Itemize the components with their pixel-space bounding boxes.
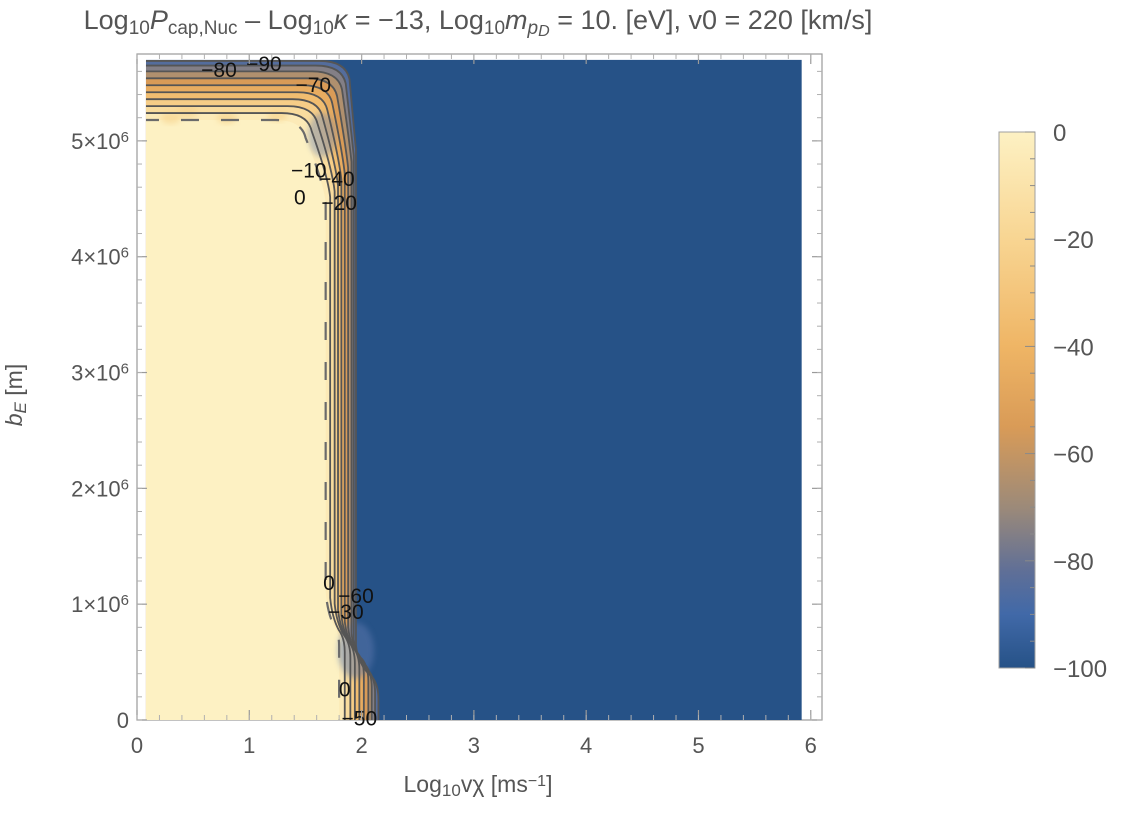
y-tick-label: 2×106 — [71, 476, 129, 501]
contour-label: 0 — [339, 679, 351, 702]
x-tick-label: 2 — [355, 733, 367, 758]
y-tick-label: 3×106 — [71, 361, 129, 386]
contour-label: −80 — [201, 59, 237, 82]
x-axis-label: Log10vχ [ms−1] — [404, 771, 553, 800]
contour-label: −30 — [328, 601, 364, 624]
colorbar-label: −100 — [1053, 656, 1107, 683]
colorbar-label: −60 — [1053, 442, 1094, 469]
colorbar-label: −80 — [1053, 549, 1094, 576]
x-tick-label: 1 — [243, 733, 255, 758]
contour-label: −40 — [319, 168, 355, 191]
y-tick-label: 4×106 — [71, 245, 129, 270]
x-tick-label: 6 — [805, 733, 817, 758]
colorbar-legend: 0 −20 −40 −60 −80 −100 — [998, 120, 1107, 683]
x-tick-label: 4 — [580, 733, 592, 758]
contour-label: −50 — [342, 708, 378, 731]
contour-line-20 — [145, 105, 352, 720]
y-tick-label: 0 — [117, 708, 129, 733]
y-axis-ticks: 0 1×106 2×106 3×106 4×106 5×106 — [71, 70, 822, 733]
y-axis-label: bE [m] — [1, 364, 30, 426]
colorbar-label: −20 — [1053, 227, 1094, 254]
contour-label: −90 — [246, 53, 282, 76]
high-region — [145, 120, 340, 720]
contour-line-10 — [145, 112, 346, 720]
y-tick-label: 1×106 — [71, 592, 129, 617]
x-tick-label: 5 — [692, 733, 704, 758]
colorbar-label: −40 — [1053, 334, 1094, 361]
contour-label: −20 — [321, 192, 357, 215]
x-tick-label: 3 — [468, 733, 480, 758]
heatmap-field — [145, 59, 802, 720]
colorbar-label: 0 — [1053, 120, 1066, 147]
contour-line-90 — [145, 60, 380, 720]
contour-line-30 — [145, 98, 356, 720]
contour-label: 0 — [323, 572, 335, 595]
contour-label: −10 — [291, 160, 327, 183]
speckle-1 — [177, 105, 198, 118]
contour-label: 0 — [294, 186, 306, 209]
contour-label: −60 — [338, 585, 374, 608]
x-axis-ticks: 0 1 2 3 4 5 6 — [131, 54, 817, 758]
x-tick-label: 0 — [131, 733, 143, 758]
chart-title: Log10Pcap,Nuc – Log10κ = −13, Log10mpD =… — [84, 5, 873, 40]
speckle-0 — [160, 111, 181, 124]
colorbar — [998, 131, 1036, 669]
contour-labels: −80 −90−70−10−400 −200−60−300−50 — [201, 53, 377, 730]
contour-lines — [145, 60, 380, 720]
contour-label: −70 — [295, 74, 331, 97]
contour-line-0 — [145, 118, 341, 720]
y-tick-label: 5×106 — [71, 129, 129, 154]
